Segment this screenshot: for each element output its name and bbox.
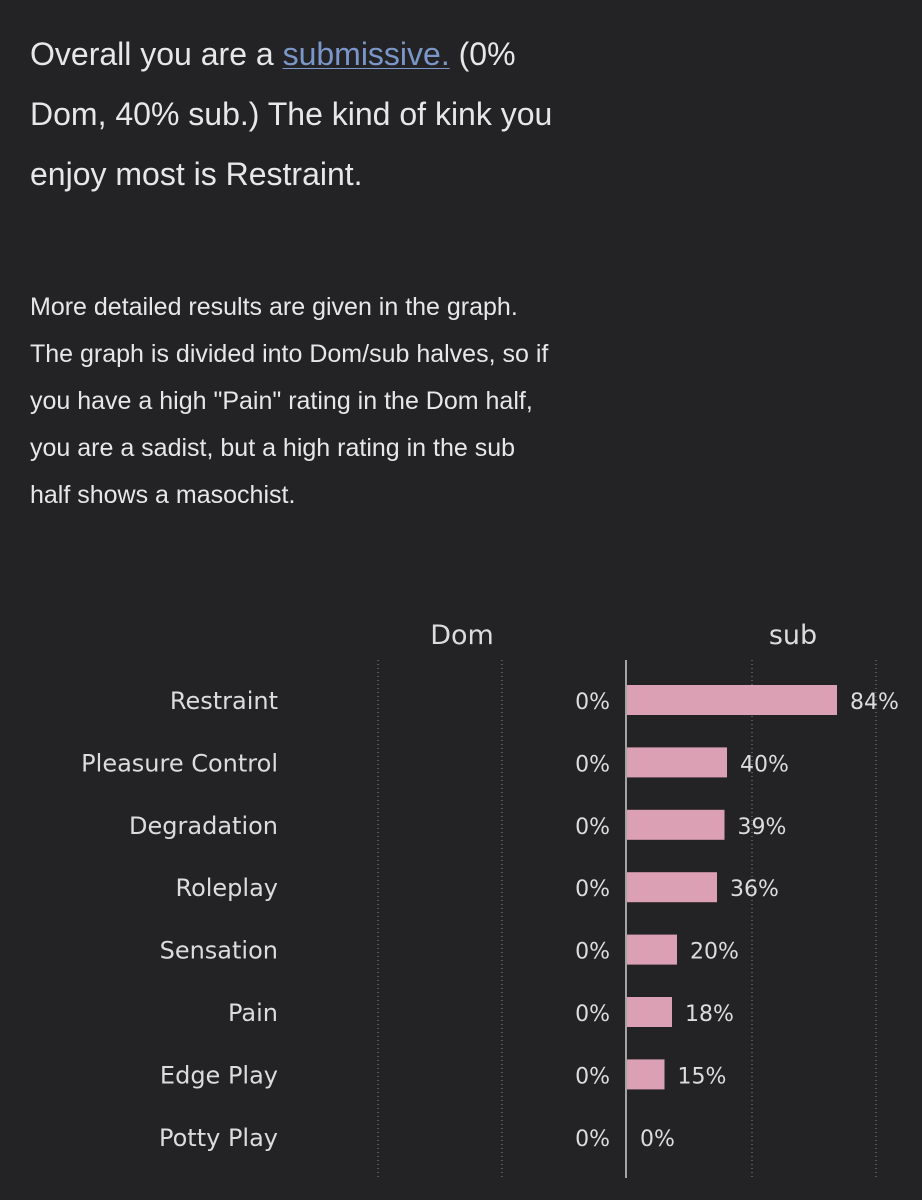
sub-bar [627, 685, 837, 715]
sub-value-label: 20% [690, 940, 739, 965]
sub-bar [627, 872, 717, 903]
category-label: Sensation [160, 937, 278, 965]
sub-bar [627, 934, 677, 965]
sub-bar [627, 1059, 665, 1090]
dom-value-label: 0% [575, 1002, 610, 1027]
panel-title-dom: Dom [430, 620, 494, 651]
sub-value-label: 18% [685, 1002, 734, 1027]
dom-value-label: 0% [575, 690, 610, 715]
sub-value-label: 40% [740, 752, 789, 777]
dom-value-label: 0% [575, 815, 610, 840]
sub-value-label: 0% [640, 1127, 675, 1152]
category-label: Edge Play [160, 1061, 278, 1089]
result-summary: Overall you are a submissive. (0% Dom, 4… [30, 24, 590, 204]
submissive-link[interactable]: submissive. [282, 36, 450, 72]
category-label: Restraint [170, 687, 278, 715]
sub-bar [627, 747, 727, 778]
dom-value-label: 0% [575, 940, 610, 965]
summary-prefix: Overall you are a [30, 36, 283, 72]
summary-rest: (0% Dom, 40% sub.) The kind of kink you … [30, 36, 553, 192]
category-label: Potty Play [159, 1124, 278, 1152]
dom-value-label: 0% [575, 1127, 610, 1152]
dom-value-label: 0% [575, 752, 610, 777]
category-label: Roleplay [175, 874, 278, 902]
sub-value-label: 15% [678, 1064, 727, 1089]
category-label: Degradation [129, 812, 278, 840]
dom-value-label: 0% [575, 1064, 610, 1089]
dom-value-label: 0% [575, 877, 610, 902]
sub-value-label: 36% [730, 877, 779, 902]
sub-bar [627, 809, 725, 840]
sub-value-label: 84% [850, 690, 899, 715]
sub-bar [627, 997, 672, 1027]
category-label: Pain [228, 999, 278, 1027]
sub-value-label: 39% [738, 815, 787, 840]
category-label: Pleasure Control [81, 749, 278, 777]
detail-explanation: More detailed results are given in the g… [30, 293, 549, 509]
results-chart: Dom sub Restraint 0% 84% Pleasure Control 0% 40… [81, 620, 899, 1178]
panel-title-sub: sub [769, 620, 817, 651]
